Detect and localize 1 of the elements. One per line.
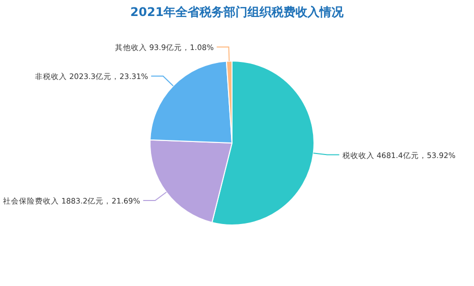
chart-title: 2021年全省税务部门组织税费收入情况 [130,5,345,19]
